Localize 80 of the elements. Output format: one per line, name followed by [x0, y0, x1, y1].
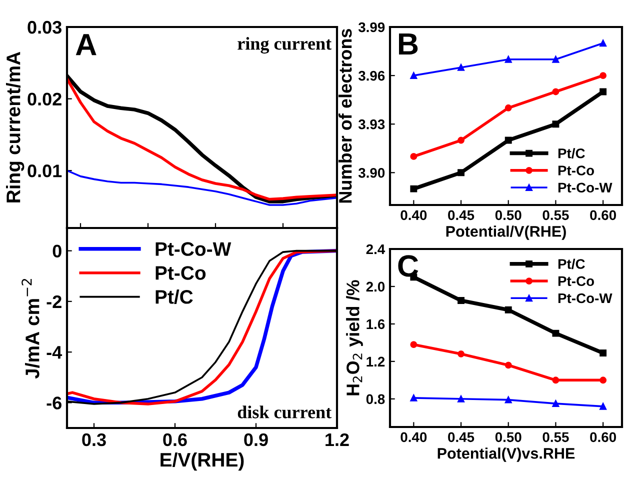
- point: [600, 40, 607, 47]
- y-axis-title: J/mA cm$^{−2}$: [22, 279, 40, 379]
- y-axis-title: H$_{2}$O$_{2}$ yield /%: [346, 280, 363, 396]
- legend-label: Pt/C: [558, 148, 585, 158]
- point: [600, 350, 607, 356]
- x-axis-title: E/V(RHE): [160, 452, 244, 471]
- point: [552, 120, 560, 128]
- x-tick-label: 0.9: [244, 433, 268, 446]
- point: [504, 362, 512, 369]
- point: [410, 185, 418, 192]
- point: [458, 297, 464, 304]
- point: [600, 72, 607, 80]
- y-axis-title: Number of electrons: [338, 28, 352, 203]
- y-tick-label: -2: [46, 295, 62, 308]
- point: [458, 350, 464, 358]
- x-tick-label: 0.50: [495, 432, 522, 442]
- point: [410, 394, 418, 402]
- point: [600, 402, 607, 410]
- x-tick-label: 0.6: [163, 433, 187, 446]
- line-series: [67, 170, 337, 206]
- x-axis-title: Potential/V(RHE): [446, 226, 566, 240]
- y-tick-label: 0.03: [28, 20, 62, 34]
- x-tick-label: 0.55: [542, 432, 569, 442]
- point: [504, 136, 512, 144]
- annotation: ring current: [238, 37, 332, 54]
- y-tick-label: -6: [46, 396, 62, 410]
- y-tick-label: 3.96: [358, 70, 385, 81]
- y-tick-label: 2.4: [366, 244, 386, 254]
- point: [504, 396, 512, 404]
- y-tick-label: 3.93: [358, 119, 385, 130]
- point: [458, 169, 464, 176]
- legend-label: Pt/C: [558, 258, 585, 270]
- x-tick-label: 0.60: [590, 432, 616, 442]
- y-tick-label: 2.0: [366, 282, 385, 292]
- point: [552, 56, 560, 63]
- y-tick-label: 0: [52, 244, 62, 258]
- point: [504, 306, 512, 314]
- y-tick-label: 3.99: [358, 22, 385, 32]
- annotation: B: [399, 33, 418, 54]
- x-tick-label: 1.2: [326, 433, 349, 446]
- point: [552, 330, 560, 337]
- x-axis-title: Potential(V)vs.RHE: [438, 448, 575, 462]
- y-tick-label: 3.90: [358, 168, 385, 178]
- y-tick-label: 0.02: [28, 92, 62, 106]
- legend-label: Pt-Co: [156, 266, 206, 280]
- x-tick-label: 0.45: [448, 210, 474, 220]
- point: [458, 395, 464, 402]
- point: [504, 56, 512, 63]
- point: [410, 152, 418, 160]
- x-tick-label: 0.45: [448, 432, 474, 442]
- y-tick-label: 0.01: [28, 164, 62, 178]
- x-tick-label: 0.55: [542, 210, 569, 220]
- legend-label: Pt-Co-W: [558, 293, 612, 304]
- y-tick-label: 1.6: [366, 319, 385, 330]
- legend-label: Pt-Co-W: [156, 242, 232, 256]
- y-tick-label: 1.2: [366, 356, 385, 366]
- legend-label: Pt-Co-W: [558, 182, 612, 193]
- point: [458, 136, 464, 144]
- point: [552, 376, 560, 384]
- point: [504, 104, 512, 112]
- x-tick-label: 0.60: [590, 210, 616, 220]
- point: [410, 341, 418, 348]
- legend-label: Pt-Co: [558, 276, 594, 286]
- y-tick-label: -4: [46, 346, 62, 359]
- point: [600, 88, 607, 96]
- x-tick-label: 0.40: [400, 210, 427, 220]
- point: [552, 400, 560, 408]
- y-axis-title: Ring current/mA: [6, 52, 24, 202]
- legend-label: Pt/C: [156, 290, 193, 304]
- x-tick-label: 0.40: [400, 432, 427, 442]
- legend-label: Pt-Co: [558, 166, 594, 176]
- annotation: A: [76, 34, 96, 56]
- y-tick-label: 0.8: [366, 394, 385, 404]
- point: [410, 72, 418, 80]
- x-tick-label: 0.50: [495, 210, 522, 220]
- annotation: disk current: [238, 406, 332, 418]
- point: [552, 88, 560, 96]
- point: [600, 376, 607, 384]
- point: [458, 64, 464, 71]
- x-tick-label: 0.3: [82, 433, 106, 446]
